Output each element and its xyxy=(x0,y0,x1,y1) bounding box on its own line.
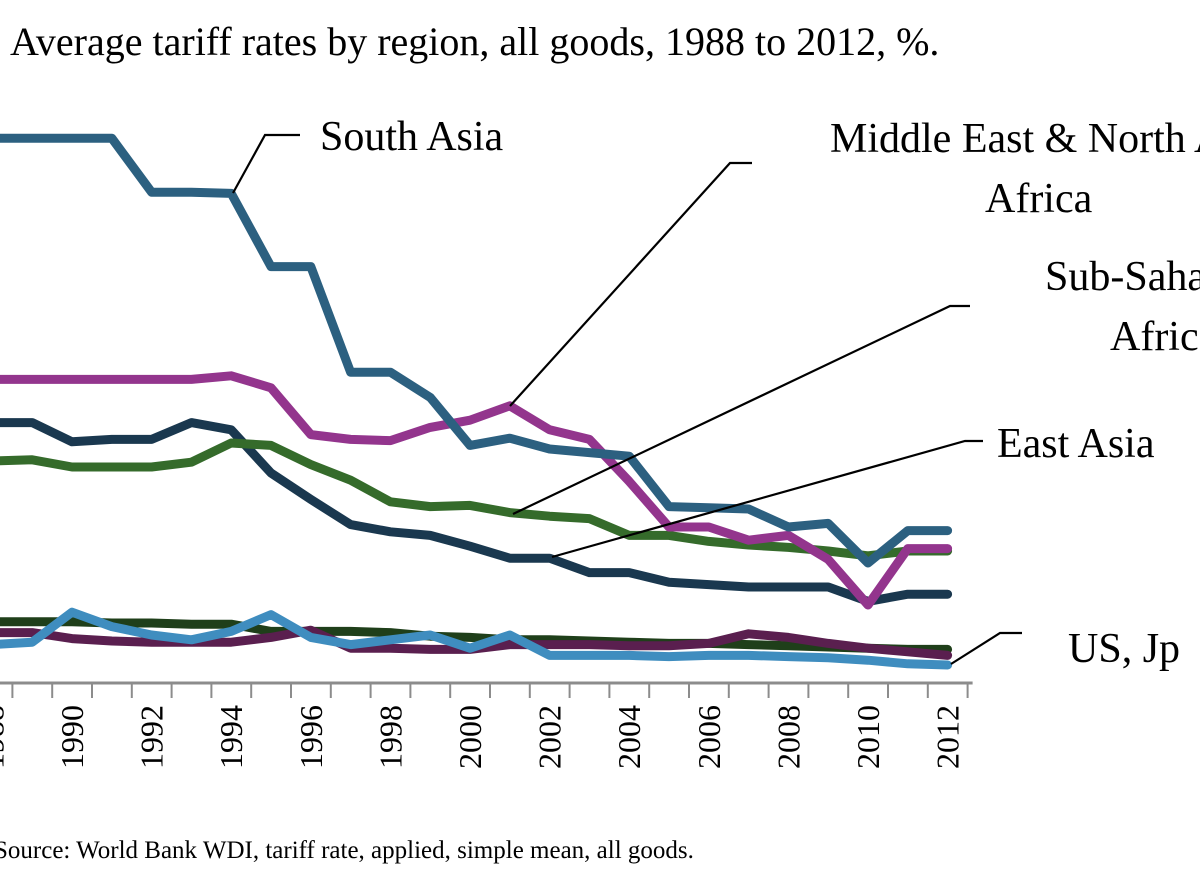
x-tick-label: 1990 xyxy=(54,705,90,769)
series-line-east-asia xyxy=(0,418,953,606)
leader-mena xyxy=(509,161,752,407)
x-tick-label: 1998 xyxy=(372,705,408,769)
series-line-mena xyxy=(0,371,953,610)
x-tick-label: 1988 xyxy=(0,705,10,769)
label-developed: US, Jp xyxy=(1068,626,1180,672)
label-ssa-line2: Africa xyxy=(1110,314,1200,360)
x-tick-label: 2008 xyxy=(770,705,806,769)
x-tick-label: 2010 xyxy=(850,705,886,769)
x-tick-label: 1994 xyxy=(213,705,249,769)
leader-ssa xyxy=(512,304,970,515)
x-axis: 1988 1990 1992 1994 1996 1998 2000 2002 2004 2006… xyxy=(0,681,973,769)
series-line-dev-blue xyxy=(0,607,953,670)
source-note: Source: World Bank WDI, tariff rate, app… xyxy=(0,837,694,864)
series-line-dev-green xyxy=(0,617,953,654)
leader-lines xyxy=(232,133,1022,665)
leader-east-asia xyxy=(551,439,983,559)
x-tick-label: 2004 xyxy=(611,705,647,769)
leader-developed xyxy=(950,631,1022,665)
label-south-asia: South Asia xyxy=(320,114,504,160)
chart-title: Average tariff rates by region, all good… xyxy=(10,19,939,64)
x-tick-label: 2000 xyxy=(452,705,488,769)
label-mena-line2: Africa xyxy=(985,176,1093,222)
series-labels: South Asia Middle East & North Africa Af… xyxy=(320,114,1200,672)
label-east-asia: East Asia xyxy=(997,421,1155,467)
label-mena-line1: Middle East & North Africa xyxy=(830,116,1200,162)
x-tick-label: 1996 xyxy=(293,705,329,769)
x-tick-label: 2002 xyxy=(532,705,568,769)
series-line-south-asia xyxy=(0,133,953,568)
series-lines xyxy=(0,133,953,670)
label-ssa-line1: Sub-Saharan xyxy=(1045,254,1200,300)
series-line-ssa xyxy=(0,438,953,561)
x-tick-label: 2012 xyxy=(930,705,966,769)
leader-south-asia xyxy=(232,133,300,194)
x-tick-label: 1992 xyxy=(134,705,170,769)
x-tick-label: 2006 xyxy=(691,705,727,769)
